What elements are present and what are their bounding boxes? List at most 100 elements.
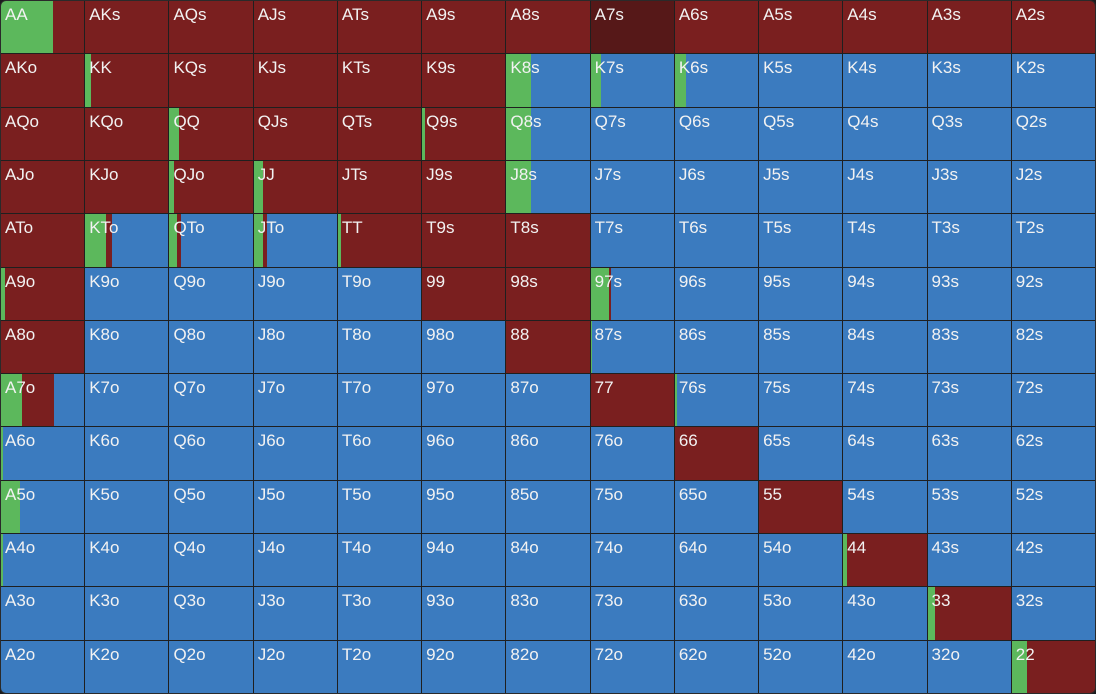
hand-cell[interactable]: A8s: [506, 1, 590, 54]
hand-cell[interactable]: Q7o: [169, 374, 253, 427]
hand-cell[interactable]: K3s: [927, 54, 1011, 107]
hand-cell[interactable]: 73s: [927, 374, 1011, 427]
hand-cell[interactable]: 75s: [759, 374, 843, 427]
hand-cell[interactable]: Q4o: [169, 534, 253, 587]
hand-cell[interactable]: QJo: [169, 160, 253, 214]
hand-cell[interactable]: 93o: [422, 587, 506, 640]
hand-cell[interactable]: Q8o: [169, 320, 253, 374]
hand-cell[interactable]: K5s: [759, 54, 843, 107]
hand-cell[interactable]: K2s: [1011, 54, 1095, 107]
hand-cell[interactable]: J3o: [253, 587, 337, 640]
hand-cell[interactable]: 95s: [759, 267, 843, 320]
hand-cell[interactable]: 55: [759, 480, 843, 534]
hand-cell[interactable]: 74s: [843, 374, 927, 427]
hand-cell[interactable]: 54s: [843, 480, 927, 534]
hand-cell[interactable]: T5s: [759, 214, 843, 267]
hand-cell[interactable]: Q7s: [590, 107, 674, 160]
hand-cell[interactable]: A3o: [1, 587, 85, 640]
hand-cell[interactable]: 65o: [674, 480, 759, 534]
hand-cell[interactable]: T4s: [843, 214, 927, 267]
hand-cell[interactable]: 62o: [674, 640, 759, 693]
hand-cell[interactable]: 64s: [843, 427, 927, 480]
hand-cell[interactable]: A7s: [590, 1, 674, 54]
hand-cell[interactable]: T2s: [1011, 214, 1095, 267]
hand-cell[interactable]: T9o: [337, 267, 422, 320]
hand-cell[interactable]: K4s: [843, 54, 927, 107]
hand-cell[interactable]: AQs: [169, 1, 253, 54]
hand-cell[interactable]: J6o: [253, 427, 337, 480]
hand-cell[interactable]: J7o: [253, 374, 337, 427]
hand-cell[interactable]: A4s: [843, 1, 927, 54]
hand-cell[interactable]: 87o: [506, 374, 590, 427]
hand-cell[interactable]: 32o: [927, 640, 1011, 693]
hand-cell[interactable]: 44: [843, 534, 927, 587]
hand-cell[interactable]: K8o: [85, 320, 169, 374]
hand-cell[interactable]: 43o: [843, 587, 927, 640]
hand-cell[interactable]: 92s: [1011, 267, 1095, 320]
hand-cell[interactable]: A7o: [1, 374, 85, 427]
hand-cell[interactable]: 52s: [1011, 480, 1095, 534]
hand-cell[interactable]: 97o: [422, 374, 506, 427]
hand-cell[interactable]: K6s: [674, 54, 759, 107]
hand-cell[interactable]: Q3o: [169, 587, 253, 640]
hand-cell[interactable]: 53s: [927, 480, 1011, 534]
hand-cell[interactable]: 42o: [843, 640, 927, 693]
hand-cell[interactable]: T6o: [337, 427, 422, 480]
hand-cell[interactable]: 76o: [590, 427, 674, 480]
hand-cell[interactable]: JJ: [253, 160, 337, 214]
hand-cell[interactable]: AJs: [253, 1, 337, 54]
hand-cell[interactable]: A5o: [1, 480, 85, 534]
hand-cell[interactable]: K5o: [85, 480, 169, 534]
hand-cell[interactable]: J9s: [422, 160, 506, 214]
hand-cell[interactable]: 96s: [674, 267, 759, 320]
hand-cell[interactable]: 96o: [422, 427, 506, 480]
hand-cell[interactable]: K6o: [85, 427, 169, 480]
hand-cell[interactable]: J4o: [253, 534, 337, 587]
hand-cell[interactable]: A5s: [759, 1, 843, 54]
hand-cell[interactable]: 73o: [590, 587, 674, 640]
hand-cell[interactable]: 52o: [759, 640, 843, 693]
hand-cell[interactable]: 86s: [674, 320, 759, 374]
hand-cell[interactable]: 83o: [506, 587, 590, 640]
hand-cell[interactable]: J9o: [253, 267, 337, 320]
hand-cell[interactable]: ATs: [337, 1, 422, 54]
hand-cell[interactable]: J8s: [506, 160, 590, 214]
hand-cell[interactable]: 63o: [674, 587, 759, 640]
hand-cell[interactable]: 94s: [843, 267, 927, 320]
hand-cell[interactable]: 84s: [843, 320, 927, 374]
hand-cell[interactable]: Q5s: [759, 107, 843, 160]
hand-cell[interactable]: T7o: [337, 374, 422, 427]
hand-cell[interactable]: A6o: [1, 427, 85, 480]
hand-cell[interactable]: Q8s: [506, 107, 590, 160]
hand-cell[interactable]: Q6s: [674, 107, 759, 160]
hand-cell[interactable]: 98o: [422, 320, 506, 374]
hand-cell[interactable]: 66: [674, 427, 759, 480]
hand-cell[interactable]: 92o: [422, 640, 506, 693]
hand-cell[interactable]: KQo: [85, 107, 169, 160]
hand-cell[interactable]: 83s: [927, 320, 1011, 374]
hand-cell[interactable]: Q9o: [169, 267, 253, 320]
hand-cell[interactable]: Q3s: [927, 107, 1011, 160]
hand-cell[interactable]: 32s: [1011, 587, 1095, 640]
hand-cell[interactable]: ATo: [1, 214, 85, 267]
hand-cell[interactable]: T3o: [337, 587, 422, 640]
hand-cell[interactable]: J7s: [590, 160, 674, 214]
hand-cell[interactable]: 33: [927, 587, 1011, 640]
hand-cell[interactable]: AA: [1, 1, 85, 54]
hand-cell[interactable]: 88: [506, 320, 590, 374]
hand-cell[interactable]: QQ: [169, 107, 253, 160]
hand-cell[interactable]: T2o: [337, 640, 422, 693]
hand-cell[interactable]: TT: [337, 214, 422, 267]
hand-cell[interactable]: J8o: [253, 320, 337, 374]
hand-cell[interactable]: QJs: [253, 107, 337, 160]
hand-cell[interactable]: 86o: [506, 427, 590, 480]
hand-cell[interactable]: J3s: [927, 160, 1011, 214]
hand-cell[interactable]: 98s: [506, 267, 590, 320]
hand-cell[interactable]: A2s: [1011, 1, 1095, 54]
hand-cell[interactable]: A6s: [674, 1, 759, 54]
hand-cell[interactable]: 85s: [759, 320, 843, 374]
hand-cell[interactable]: K2o: [85, 640, 169, 693]
hand-cell[interactable]: 74o: [590, 534, 674, 587]
hand-cell[interactable]: Q5o: [169, 480, 253, 534]
hand-cell[interactable]: 85o: [506, 480, 590, 534]
